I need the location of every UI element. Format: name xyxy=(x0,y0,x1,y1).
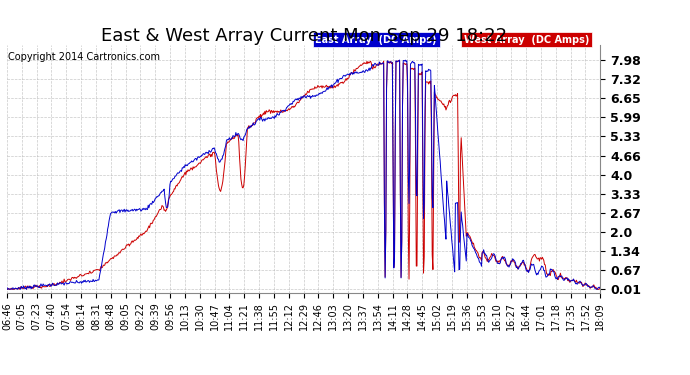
Text: East Array  (DC Amps): East Array (DC Amps) xyxy=(315,34,437,45)
Text: Copyright 2014 Cartronics.com: Copyright 2014 Cartronics.com xyxy=(8,53,160,62)
Text: West Array  (DC Amps): West Array (DC Amps) xyxy=(464,34,589,45)
Title: East & West Array Current Mon Sep 29 18:22: East & West Array Current Mon Sep 29 18:… xyxy=(101,27,506,45)
